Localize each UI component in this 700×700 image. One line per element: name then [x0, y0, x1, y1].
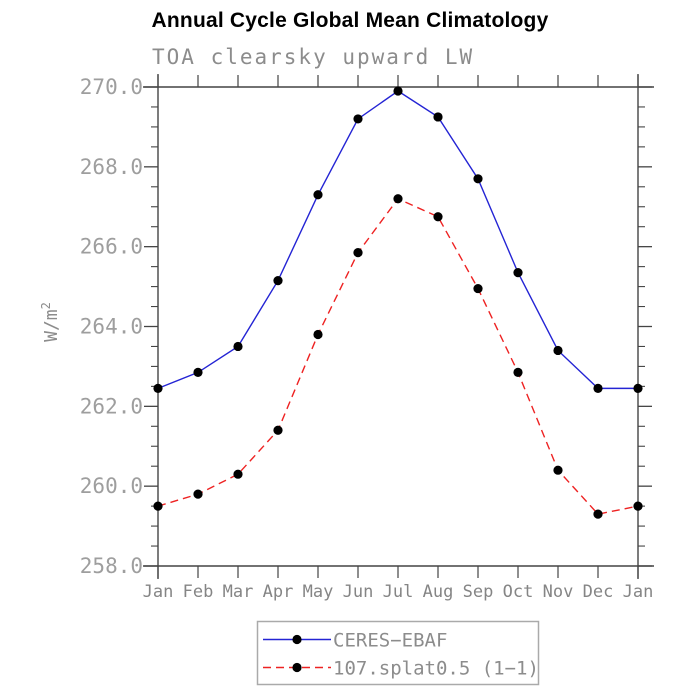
y-axis-unit-label: W/m2 — [39, 302, 62, 342]
series-ceres-ebaf — [153, 86, 643, 393]
data-point-marker — [553, 345, 563, 356]
data-point-marker — [633, 501, 643, 511]
axes-frame — [143, 74, 654, 579]
data-point-marker — [273, 425, 283, 435]
x-tick-label: Jun — [343, 582, 374, 602]
data-point-marker — [513, 268, 523, 278]
data-point-marker — [153, 501, 163, 511]
series-line — [157, 90, 638, 390]
chart-subtitle: TOA clearsky upward LW — [152, 45, 475, 69]
data-point-marker — [433, 112, 443, 122]
x-tick-label: Oct — [503, 582, 534, 602]
legend-marker — [292, 662, 302, 673]
chart-title: Annual Cycle Global Mean Climatology — [151, 9, 549, 32]
data-point-marker — [193, 489, 203, 499]
data-point-marker — [233, 341, 243, 352]
x-tick-label: Jan — [143, 582, 174, 602]
legend-box — [256, 620, 540, 686]
x-tick-label: Jul — [383, 582, 414, 602]
x-tick-label: Aug — [423, 582, 454, 602]
x-tick-label: Apr — [263, 582, 294, 602]
legend: CERES−EBAF 107.splat0.5 (1−1) — [256, 620, 540, 686]
x-tick-label: May — [303, 582, 334, 602]
data-point-marker — [353, 114, 363, 124]
x-axis-labels: Jan Feb Mar Apr May Jun Jul Aug Sep Oct Nov Dec Jan — [143, 582, 654, 602]
data-point-marker — [273, 275, 283, 286]
y-axis-labels: 258.0 260.0 262.0 264.0 266.0 268.0 270.0 — [80, 75, 143, 578]
x-tick-label: Mar — [223, 582, 254, 602]
data-point-marker — [433, 212, 443, 222]
legend-label: 107.splat0.5 (1−1) — [333, 658, 539, 680]
y-axis-ticks — [144, 86, 652, 567]
data-point-marker — [393, 86, 403, 96]
x-tick-label: Sep — [463, 582, 494, 602]
y-tick-label: 270.0 — [80, 75, 143, 99]
data-point-marker — [313, 190, 323, 200]
x-tick-label: Nov — [543, 582, 574, 602]
data-point-marker — [473, 174, 483, 184]
data-point-marker — [233, 469, 243, 479]
data-point-marker — [313, 329, 323, 340]
data-point-marker — [193, 367, 203, 378]
y-tick-label: 262.0 — [80, 394, 143, 418]
data-point-marker — [473, 283, 483, 294]
x-tick-label: Jan — [623, 582, 654, 602]
data-point-marker — [633, 383, 643, 393]
x-tick-label: Feb — [183, 582, 214, 602]
data-point-marker — [553, 465, 563, 475]
data-point-marker — [353, 248, 363, 258]
x-axis-ticks — [157, 75, 639, 578]
legend-label: CERES−EBAF — [333, 630, 447, 652]
y-tick-label: 258.0 — [80, 554, 143, 578]
y-tick-label: 268.0 — [80, 155, 143, 179]
y-tick-label: 266.0 — [80, 235, 143, 259]
data-point-marker — [593, 509, 603, 519]
data-point-marker — [393, 194, 403, 204]
data-point-marker — [593, 383, 603, 393]
y-tick-label: 264.0 — [80, 315, 143, 339]
series-line — [157, 197, 639, 515]
data-point-marker — [153, 383, 163, 393]
y-axis-title: W/m2 — [39, 302, 62, 342]
y-tick-label: 260.0 — [80, 474, 143, 498]
series-splat — [153, 194, 643, 519]
data-point-marker — [513, 367, 523, 378]
x-tick-label: Dec — [583, 582, 614, 602]
legend-marker — [292, 634, 302, 645]
